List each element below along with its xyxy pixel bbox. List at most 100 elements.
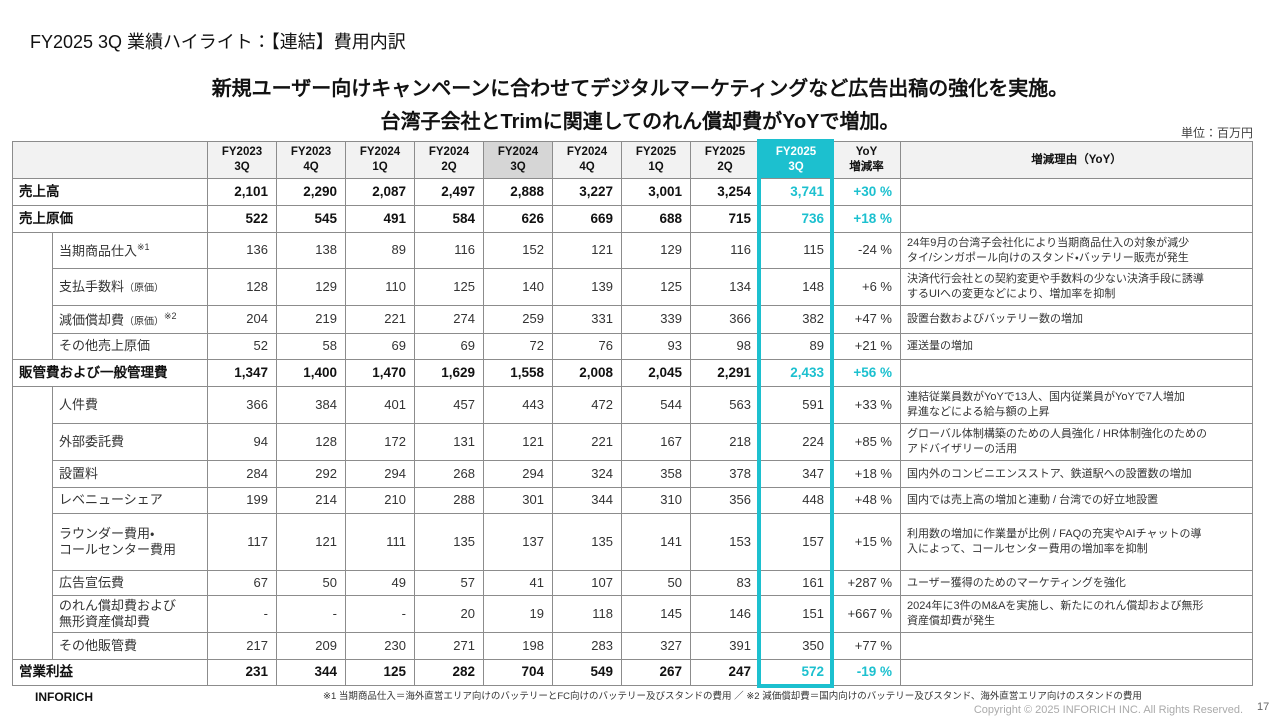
indent (12, 487, 53, 514)
indent (12, 386, 53, 424)
value-cell: 221 (552, 423, 622, 461)
item-row: 当期商品仕入※1 136 138 89 116 152 121 129 116 115 -24 % 2… (12, 232, 1253, 269)
item-row: その他販管費 217 209 230 271 198 283 327 391 350 +77 % (12, 632, 1253, 660)
item-row: 広告宣伝費 67 50 49 57 41 107 50 83 161 +287 % ユーザー獲得のため… (12, 570, 1253, 596)
indent (12, 460, 53, 488)
value-cell: 50 (621, 570, 691, 596)
reason-cell: 連結従業員数がYoYで13人、国内従業員がYoYで7人増加 昇進などによる給与額… (900, 386, 1253, 424)
value-cell: 457 (414, 386, 484, 424)
label-text: 広告宣伝費 (59, 574, 125, 590)
value-cell: 545 (276, 205, 346, 233)
value-cell: 146 (690, 595, 760, 633)
value-cell: 125 (345, 659, 415, 686)
value-cell: 157 (759, 513, 833, 571)
column-header: FY2024 4Q (552, 141, 622, 179)
value-cell: 57 (414, 570, 484, 596)
value-cell: 117 (207, 513, 277, 571)
yoy-cell: -24 % (832, 232, 901, 269)
value-cell: 282 (414, 659, 484, 686)
value-cell: 210 (345, 487, 415, 514)
value-cell: 198 (483, 632, 553, 660)
value-cell: 267 (621, 659, 691, 686)
total-row: 営業利益 231 344 125 282 704 549 267 247 572 -19 % (12, 659, 1253, 686)
yoy-cell: +56 % (832, 359, 901, 387)
value-cell: 137 (483, 513, 553, 571)
reason-cell: 2024年に3件のM&Aを実施し、新たにのれん償却および無形 資産償却費が発生 (900, 595, 1253, 633)
value-cell: - (345, 595, 415, 633)
yoy-cell: +287 % (832, 570, 901, 596)
value-cell: 230 (345, 632, 415, 660)
value-cell: 283 (552, 632, 622, 660)
value-cell: 116 (414, 232, 484, 269)
value-cell: 259 (483, 305, 553, 334)
value-cell: 344 (552, 487, 622, 514)
value-cell: 67 (207, 570, 277, 596)
value-cell: 128 (207, 268, 277, 306)
item-row: 人件費 366 384 401 457 443 472 544 563 591 +33 % 連結従業員… (12, 386, 1253, 424)
reason-cell (900, 178, 1253, 206)
reason-cell (900, 359, 1253, 387)
value-cell: 69 (345, 333, 415, 360)
unit-label: 単位：百万円 (1180, 126, 1253, 140)
yoy-cell: +18 % (832, 460, 901, 488)
value-cell: 199 (207, 487, 277, 514)
value-cell: 563 (690, 386, 760, 424)
value-cell: - (276, 595, 346, 633)
value-cell: 204 (207, 305, 277, 334)
yoy-cell: +30 % (832, 178, 901, 206)
value-cell: 443 (483, 386, 553, 424)
value-cell: 231 (207, 659, 277, 686)
label-text: その他売上原価 (59, 338, 151, 354)
item-row: 設置料 284 292 294 268 294 324 358 378 347 +18 % 国内外のコ… (12, 460, 1253, 488)
value-cell: 1,470 (345, 359, 415, 387)
total-row: 売上高 2,101 2,290 2,087 2,497 2,888 3,227 3,001 3,… (12, 178, 1253, 206)
column-header: FY2023 4Q (276, 141, 346, 179)
row-label: のれん償却費および 無形資産償却費 (52, 595, 208, 633)
value-cell: 131 (414, 423, 484, 461)
label-text: 支払手数料 (59, 278, 125, 294)
value-cell: 391 (690, 632, 760, 660)
total-row: 販管費および一般管理費 1,347 1,400 1,470 1,629 1,558 2,00… (12, 359, 1253, 387)
value-cell: 110 (345, 268, 415, 306)
label-text: のれん償却費および 無形資産償却費 (59, 597, 177, 629)
indent (12, 570, 53, 596)
row-label: 広告宣伝費 (52, 570, 208, 596)
reason-cell (900, 659, 1253, 686)
value-cell: 135 (552, 513, 622, 571)
yoy-cell: +15 % (832, 513, 901, 571)
value-cell: 472 (552, 386, 622, 424)
indent (12, 513, 53, 571)
reason-cell: 24年9月の台湾子会社化により当期商品仕入の対象が減少 タイ/シンガポール向けの… (900, 232, 1253, 269)
value-cell: 572 (759, 659, 833, 686)
header-cell (12, 141, 208, 179)
row-label: 減価償却費（原価）※2 (52, 305, 208, 334)
value-cell: 366 (690, 305, 760, 334)
value-cell: 2,433 (759, 359, 833, 387)
reason-cell (900, 205, 1253, 233)
indent (12, 268, 53, 306)
reason-cell: 国内外のコンビニエンスストア、鉄道駅への設置数の増加 (900, 460, 1253, 488)
value-cell: 2,290 (276, 178, 346, 206)
value-cell: 89 (345, 232, 415, 269)
value-cell: 584 (414, 205, 484, 233)
value-cell: 1,347 (207, 359, 277, 387)
value-cell: 128 (276, 423, 346, 461)
value-cell: 116 (690, 232, 760, 269)
value-cell: 356 (690, 487, 760, 514)
value-cell: 221 (345, 305, 415, 334)
value-cell: 378 (690, 460, 760, 488)
value-cell: 366 (207, 386, 277, 424)
value-cell: 324 (552, 460, 622, 488)
row-label: その他売上原価 (52, 333, 208, 360)
value-cell: 111 (345, 513, 415, 571)
yoy-cell: +667 % (832, 595, 901, 633)
row-label: ラウンダー費用・ コールセンター費用 (52, 513, 208, 571)
cost-table: FY2023 3Q FY2023 4Q FY2024 1Q FY2024 2Q FY20… (12, 141, 1253, 686)
label-text: 販管費および一般管理費 (19, 364, 168, 380)
value-cell: 129 (621, 232, 691, 269)
label-text: 売上高 (19, 183, 60, 199)
value-cell: 1,558 (483, 359, 553, 387)
value-cell: 52 (207, 333, 277, 360)
column-header: FY2024 2Q (414, 141, 484, 179)
